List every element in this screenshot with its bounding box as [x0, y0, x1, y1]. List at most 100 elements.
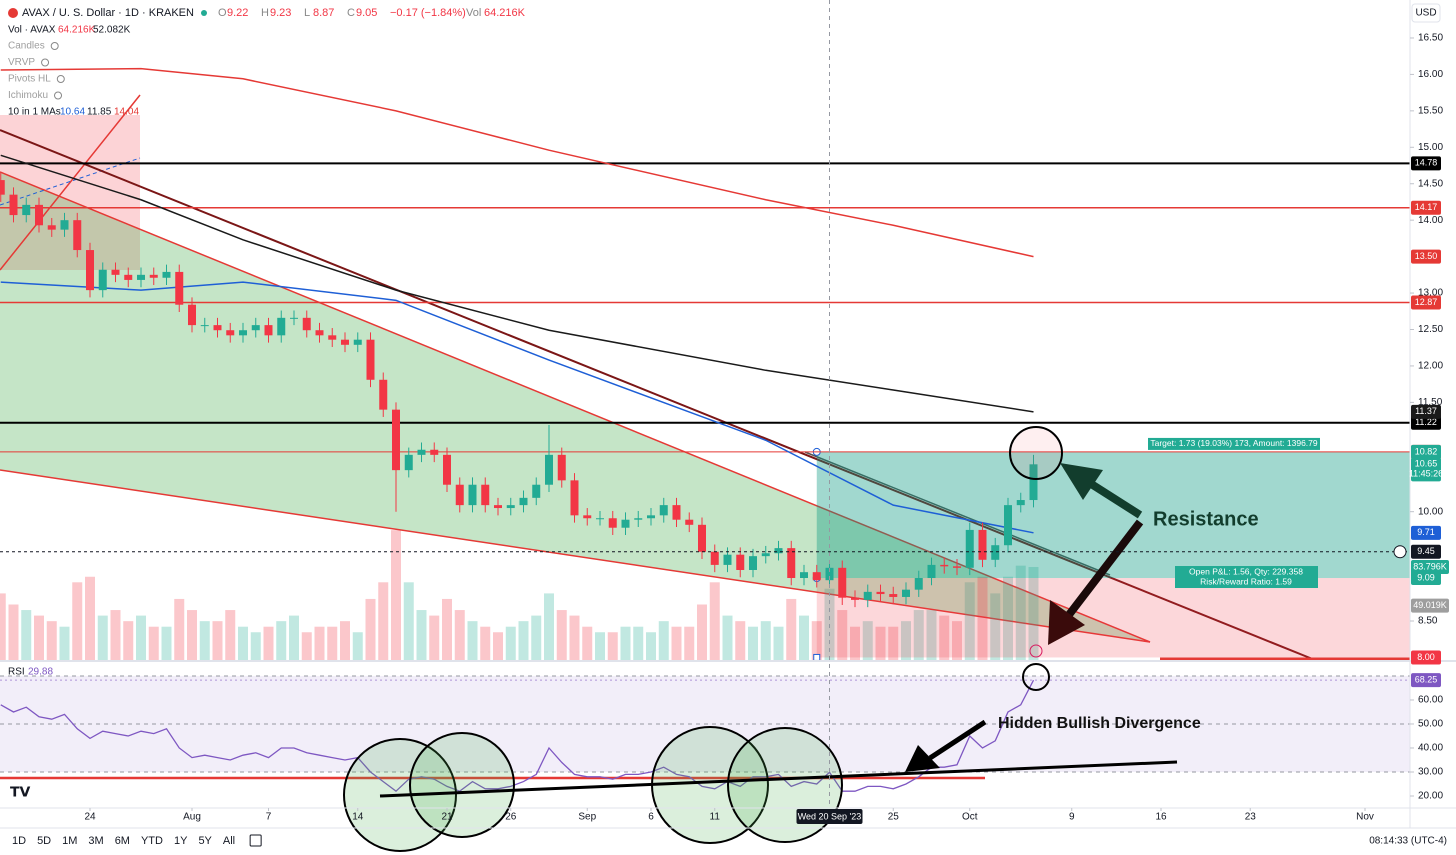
symbol-icon: [8, 8, 18, 18]
volume-bar: [773, 626, 784, 660]
rsi-tick-label: 20.00: [1418, 791, 1443, 802]
rsi-legend-value: 29.88: [28, 667, 53, 678]
channel-mid: [0, 157, 141, 206]
range-button[interactable]: YTD: [141, 835, 163, 847]
y-tick-label: 15.00: [1418, 142, 1443, 153]
candle-body: [277, 317, 286, 336]
volume-bar: [391, 530, 401, 660]
candle-body: [302, 317, 311, 331]
volume-bar: [148, 626, 159, 660]
price-label: 9.71: [1417, 527, 1435, 537]
position-loss: [816, 578, 1410, 658]
range-button[interactable]: 1D: [12, 835, 26, 847]
volume-bar: [620, 626, 631, 660]
price-label: 11.37: [1415, 406, 1437, 416]
position-text: Open P&L: 1.56, Qty: 229.358: [1189, 566, 1303, 576]
volume-legend: Vol · AVAX: [8, 25, 56, 36]
candle-body: [532, 484, 541, 498]
divergence-circle: [727, 727, 843, 843]
volume-bar: [416, 610, 427, 660]
eye-icon[interactable]: [41, 58, 50, 67]
range-button[interactable]: 3M: [88, 835, 103, 847]
currency[interactable]: USD: [1415, 8, 1436, 19]
price-label: 9.09: [1417, 572, 1435, 582]
eye-icon[interactable]: [56, 75, 65, 83]
arrow-shaft: [1061, 519, 1144, 623]
volume-bar: [199, 621, 210, 660]
annotation: Resistance: [1153, 508, 1259, 530]
toolbar: 1D 5D 1M 3M 6M YTD 1Y 5Y All: [12, 834, 262, 847]
volume-bar: [926, 610, 937, 660]
indicator: VRVP: [8, 57, 35, 68]
candle-body: [251, 325, 260, 331]
volume-bar: [212, 621, 223, 660]
volume-bar: [888, 626, 899, 660]
price-label-bg: [1411, 295, 1441, 310]
candle-body: [698, 524, 706, 552]
volume-bar: [314, 626, 325, 660]
range-button[interactable]: 6M: [115, 835, 130, 847]
volume-bar: [97, 615, 108, 660]
volume-bar: [123, 621, 134, 660]
currency-button[interactable]: [1411, 3, 1441, 23]
candle-body: [47, 225, 56, 230]
volume-bar: [671, 626, 682, 660]
volume-bar: [225, 610, 236, 660]
eye-icon[interactable]: [50, 42, 59, 50]
candle-body: [455, 484, 464, 506]
volume-bar: [633, 626, 644, 660]
crosshair-button[interactable]: [1393, 545, 1407, 559]
candle-body: [889, 594, 898, 597]
crosshair-date: Wed 20 Sep '23: [798, 811, 862, 821]
candle-body: [519, 497, 528, 506]
price-label: 13.50: [1415, 251, 1438, 261]
candle-body: [1029, 464, 1038, 501]
volume-bar: [493, 632, 503, 660]
candle-body: [22, 204, 31, 216]
range-button[interactable]: All: [223, 835, 235, 847]
rsi-legend: RSI: [8, 667, 25, 678]
volume-bar: [786, 598, 797, 660]
volume-bar: [85, 576, 95, 660]
volume-bar: [1015, 565, 1026, 660]
plot: Target: 1.73 (19.03%) 173, Amount: 1396.…: [0, 67, 1410, 793]
volume-label: 83.796K: [1413, 561, 1447, 571]
candle-body: [200, 325, 209, 327]
ohlc-value: 9.23: [270, 7, 291, 19]
volume-legend-value: 64.216K: [58, 25, 96, 36]
range-button[interactable]: 5D: [37, 835, 51, 847]
price-label: 8.00: [1417, 652, 1435, 662]
ohlc-key: O: [218, 7, 227, 19]
eye-icon[interactable]: [54, 91, 63, 100]
volume-bar: [352, 632, 363, 660]
volume-bar: [697, 604, 707, 660]
date-range-icon[interactable]: [249, 834, 262, 847]
volume-label-bg: [1411, 559, 1449, 574]
candle-body: [545, 454, 553, 485]
logo: 𝗧𝗩: [10, 784, 31, 800]
candle-body: [672, 505, 681, 520]
volume-bar: [467, 621, 478, 660]
symbol: AVAX / U. S. Dollar · 1D · KRAKEN: [22, 7, 194, 19]
range-button[interactable]: 5Y: [198, 835, 212, 847]
mas-legend: 10 in 1 MAs: [8, 107, 61, 118]
volume-bar: [748, 626, 758, 660]
candle-body: [723, 554, 732, 565]
clock: 08:14:33 (UTC-4): [1369, 836, 1447, 847]
volume-label: 49.019K: [1413, 600, 1447, 610]
candle-body: [838, 567, 847, 598]
volume-key: Vol: [466, 7, 481, 19]
candle-body: [940, 564, 949, 567]
handle: [813, 653, 821, 661]
candle-body: [634, 518, 643, 520]
moving-average: [0, 67, 1034, 258]
range-button[interactable]: 1M: [62, 835, 77, 847]
volume-bar: [531, 615, 542, 660]
x-tick-label: 25: [888, 812, 900, 823]
volume-bar: [238, 626, 248, 660]
candle-body: [1004, 505, 1012, 546]
range-button[interactable]: 1Y: [174, 835, 188, 847]
volume-bar: [913, 610, 924, 660]
candle-body: [608, 518, 617, 528]
volume-bar: [289, 615, 299, 660]
